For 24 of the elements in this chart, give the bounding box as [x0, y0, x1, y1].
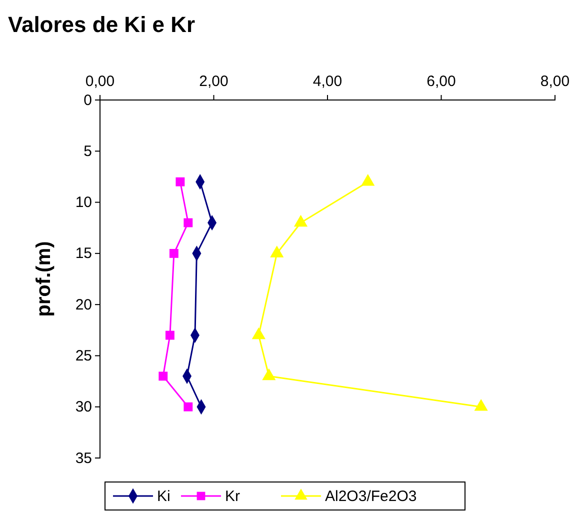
point [176, 177, 185, 186]
x-tick-label: 6,00 [426, 73, 456, 90]
chart-title: Valores de Ki e Kr [8, 12, 196, 37]
y-tick-label: 5 [84, 142, 92, 160]
y-tick-label: 10 [75, 194, 92, 212]
y-tick-label: 25 [75, 348, 92, 365]
legend-label: Kr [225, 488, 240, 505]
point [169, 248, 178, 258]
x-tick-label: 2,00 [199, 73, 228, 90]
x-tick-label: 8,00 [540, 73, 570, 90]
point [158, 372, 168, 381]
y-tick-label: 0 [84, 92, 92, 109]
y-tick-label: 20 [75, 296, 92, 314]
x-tick-label: 0,00 [85, 73, 115, 90]
point [165, 330, 174, 340]
y-tick-label: 35 [75, 450, 92, 467]
legend-label: Al2O3/Fe2O3 [325, 488, 417, 505]
point [184, 218, 193, 228]
point [184, 402, 193, 412]
y-tick-label: 30 [75, 398, 92, 416]
x-tick-label: 4,00 [312, 73, 342, 90]
y-axis-title: prof.(m) [33, 241, 55, 317]
y-tick-label: 15 [75, 245, 92, 262]
legend-label: Ki [157, 488, 170, 505]
